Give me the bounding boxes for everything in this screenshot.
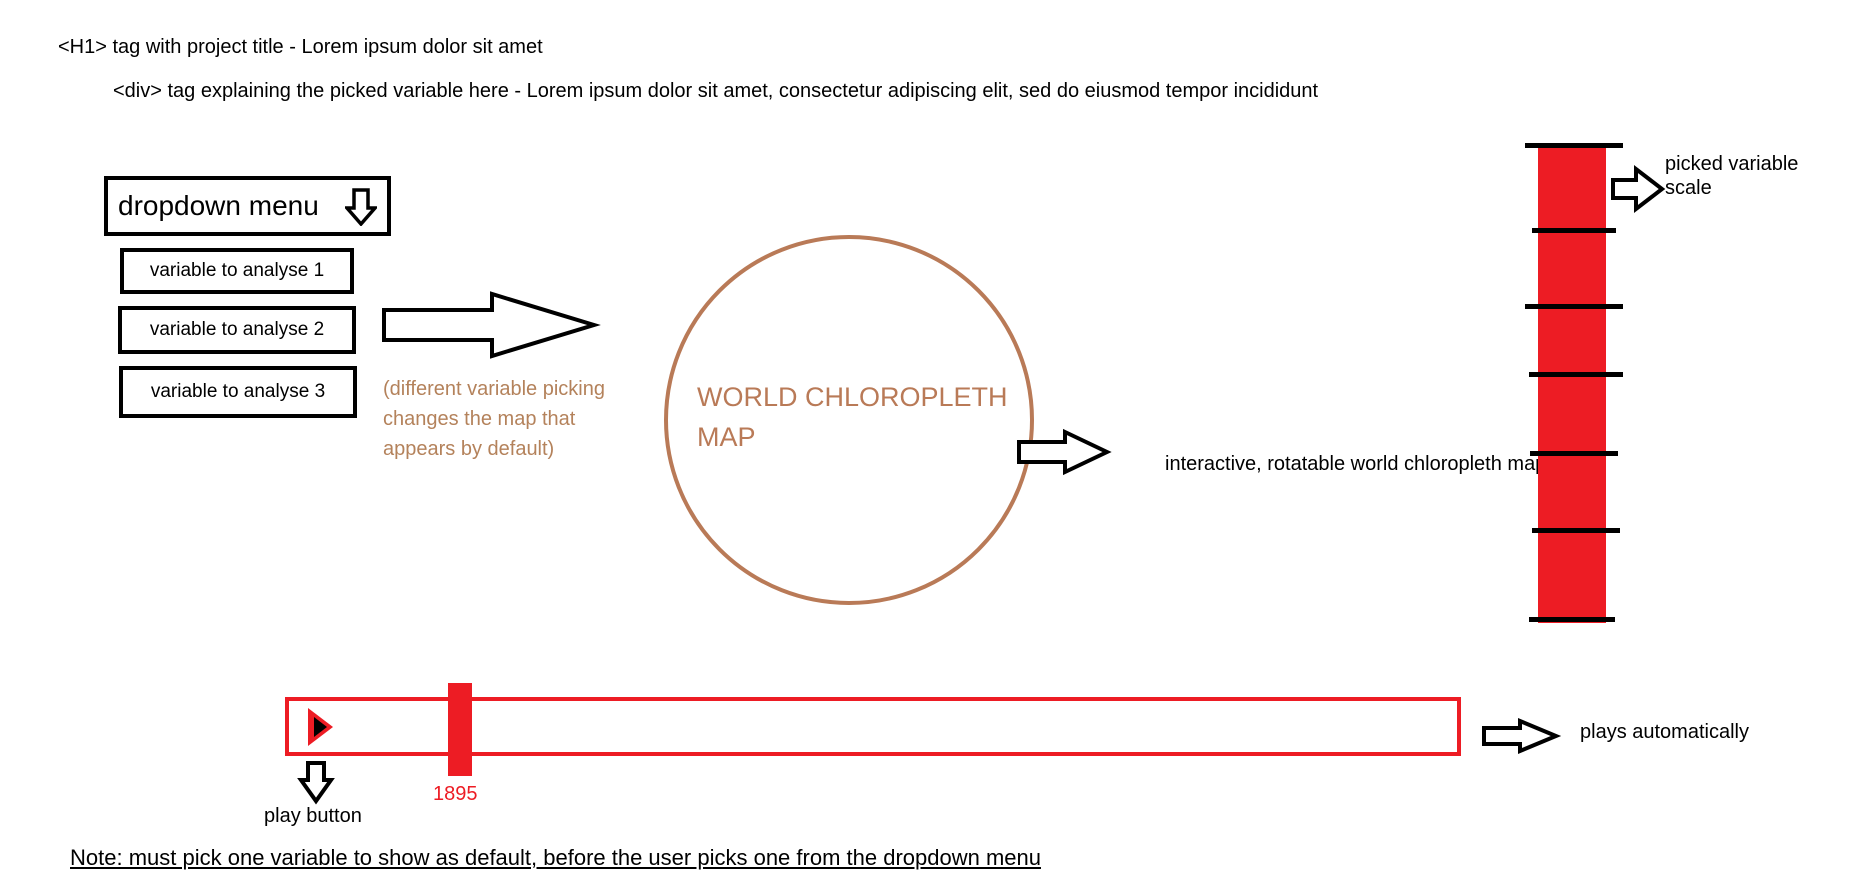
arrow-right-icon xyxy=(1611,164,1666,214)
scale-tick xyxy=(1525,143,1623,148)
timeline-slider[interactable] xyxy=(285,697,1461,756)
variable-change-note: (different variable picking changes the … xyxy=(383,378,605,460)
map-caption: interactive, rotatable world chloropleth… xyxy=(1165,453,1547,475)
scale-caption-text: picked variable scale xyxy=(1665,153,1799,199)
arrow-down-icon xyxy=(345,188,377,226)
variable-scale-bar xyxy=(1525,143,1623,623)
dropdown-label: dropdown menu xyxy=(118,190,319,221)
scale-tick xyxy=(1530,451,1618,456)
play-icon[interactable] xyxy=(303,705,339,749)
variable-description-note: <div> tag explaining the picked variable… xyxy=(113,80,1319,102)
dropdown-option-label: variable to analyse 2 xyxy=(149,319,325,340)
dropdown-option-1[interactable]: variable to analyse 1 xyxy=(120,248,354,294)
arrow-right-icon xyxy=(382,291,601,359)
h1-title-note: <H1> tag with project title - Lorem ipsu… xyxy=(58,36,543,58)
timeline-handle[interactable] xyxy=(448,683,472,776)
dropdown-option-2[interactable]: variable to analyse 2 xyxy=(118,306,356,354)
dropdown-option-3[interactable]: variable to analyse 3 xyxy=(119,366,357,418)
arrow-right-icon xyxy=(1482,718,1562,754)
dropdown-menu[interactable]: dropdown menu xyxy=(104,176,391,236)
autoplay-caption: plays automatically xyxy=(1580,721,1749,743)
scale-tick xyxy=(1529,372,1623,377)
dropdown-option-label: variable to analyse 3 xyxy=(150,381,326,402)
footnote: Note: must pick one variable to show as … xyxy=(70,845,1041,870)
arrow-down-icon xyxy=(297,761,335,805)
dropdown-option-label: variable to analyse 1 xyxy=(149,260,325,281)
scale-tick xyxy=(1525,304,1623,309)
play-button-caption: play button xyxy=(264,805,362,827)
scale-tick xyxy=(1532,528,1620,533)
scale-caption: picked variable scale xyxy=(1665,152,1815,200)
map-label: WORLD CHLOROPLETH MAP xyxy=(697,382,1008,452)
year-label: 1895 xyxy=(433,783,478,805)
scale-tick xyxy=(1532,228,1616,233)
arrow-right-icon xyxy=(1017,428,1112,476)
world-chloropleth-map[interactable] xyxy=(664,235,1034,605)
scale-tick xyxy=(1529,617,1615,622)
